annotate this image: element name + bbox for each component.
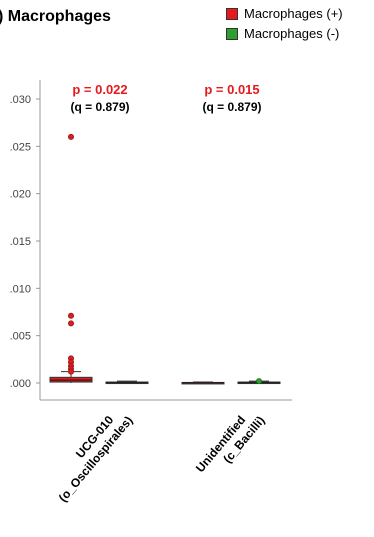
outlier-point xyxy=(255,378,262,385)
q-value-label: (q = 0.879) xyxy=(70,100,129,114)
y-tick-label: .025 xyxy=(10,141,31,153)
outlier-point xyxy=(68,320,75,327)
category-label: Unidentified(c_Bacilli) xyxy=(193,404,267,485)
legend-label-negative: Macrophages (-) xyxy=(244,26,340,41)
y-tick-label: .020 xyxy=(10,189,31,201)
legend-item-negative: Macrophages (-) xyxy=(226,26,339,41)
legend-swatch-positive xyxy=(226,7,238,20)
outlier-point xyxy=(68,368,75,375)
y-tick-label: .015 xyxy=(10,236,31,248)
y-tick-label: .010 xyxy=(10,283,31,295)
outlier-point xyxy=(68,312,75,319)
chart-title: ) Macrophages xyxy=(0,8,111,25)
outlier-point xyxy=(68,133,75,140)
y-tick-label: .030 xyxy=(10,94,31,106)
category-label: UCG-010(o_Oscillospirales) xyxy=(44,404,135,505)
q-value-label: (q = 0.879) xyxy=(202,100,261,114)
y-tick-label: .005 xyxy=(10,331,31,343)
legend-label-positive: Macrophages (+) xyxy=(244,6,343,21)
p-value-label: p = 0.015 xyxy=(204,82,259,97)
p-value-label: p = 0.022 xyxy=(72,82,127,97)
y-tick-label: .000 xyxy=(10,378,31,390)
legend-swatch-negative xyxy=(226,27,238,40)
legend-item-positive: Macrophages (+) xyxy=(226,6,343,21)
